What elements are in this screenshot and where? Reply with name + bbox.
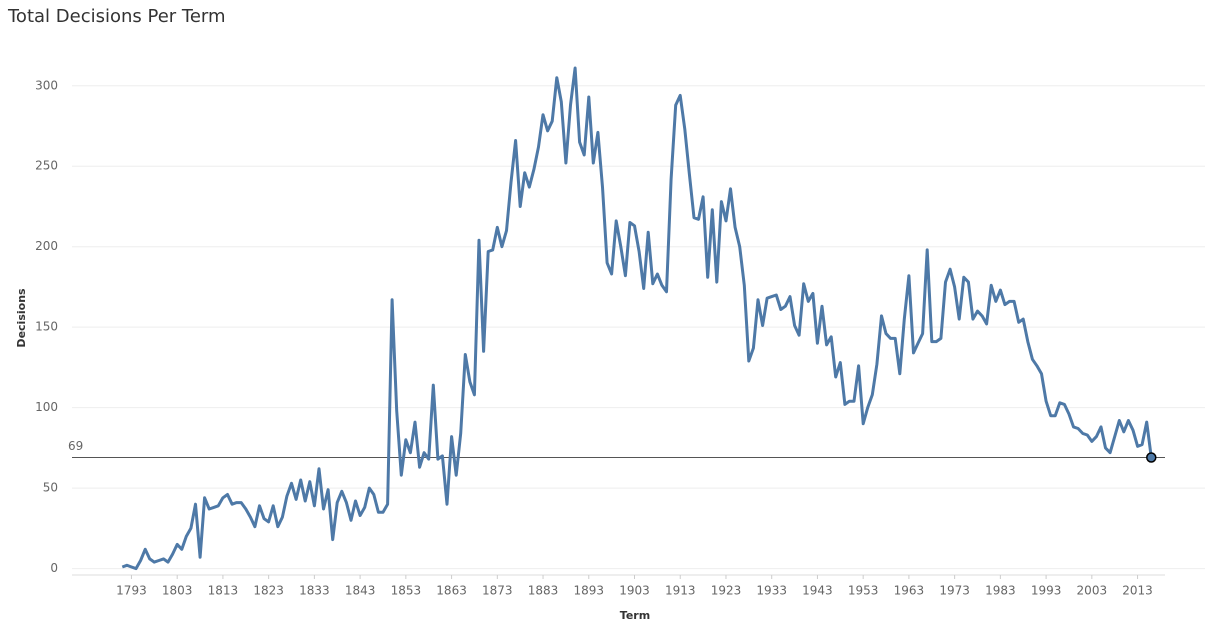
y-tick-label: 300	[35, 78, 58, 92]
reference-label: 69	[68, 439, 83, 453]
x-tick-label: 1863	[436, 584, 467, 598]
y-tick-label: 50	[43, 481, 58, 495]
x-tick-label: 1913	[665, 584, 696, 598]
x-tick-label: 1963	[894, 584, 925, 598]
data-line	[121, 66, 1153, 571]
x-tick-label: 1973	[939, 584, 970, 598]
y-tick-label: 200	[35, 239, 58, 253]
x-tick-label: 1993	[1031, 584, 1062, 598]
x-tick-label: 2003	[1077, 584, 1108, 598]
x-tick-label: 1803	[162, 584, 193, 598]
x-tick-label: 1893	[574, 584, 605, 598]
x-tick-label: 1943	[802, 584, 833, 598]
y-tick-label: 250	[35, 159, 58, 173]
x-tick-label: 1843	[345, 584, 376, 598]
x-tick-label: 1873	[482, 584, 513, 598]
x-tick-label: 1923	[711, 584, 742, 598]
y-tick-label: 100	[35, 400, 58, 414]
x-tick-label: 2013	[1122, 584, 1153, 598]
y-axis-title: Decisions	[15, 288, 28, 348]
x-tick-label: 1933	[756, 584, 787, 598]
x-tick-label: 1833	[299, 584, 330, 598]
end-point	[1146, 452, 1157, 463]
chart-title: Total Decisions Per Term	[7, 6, 226, 27]
x-tick-label: 1903	[619, 584, 650, 598]
y-tick-label: 0	[50, 561, 58, 575]
x-tick-label: 1793	[116, 584, 147, 598]
x-tick-label: 1953	[848, 584, 879, 598]
x-tick-label: 1983	[985, 584, 1016, 598]
x-tick-label: 1883	[528, 584, 559, 598]
x-axis-title: Term	[620, 609, 650, 622]
x-tick-label: 1813	[208, 584, 239, 598]
x-tick-label: 1853	[391, 584, 422, 598]
x-tick-label: 1823	[253, 584, 284, 598]
y-tick-label: 150	[35, 320, 58, 334]
